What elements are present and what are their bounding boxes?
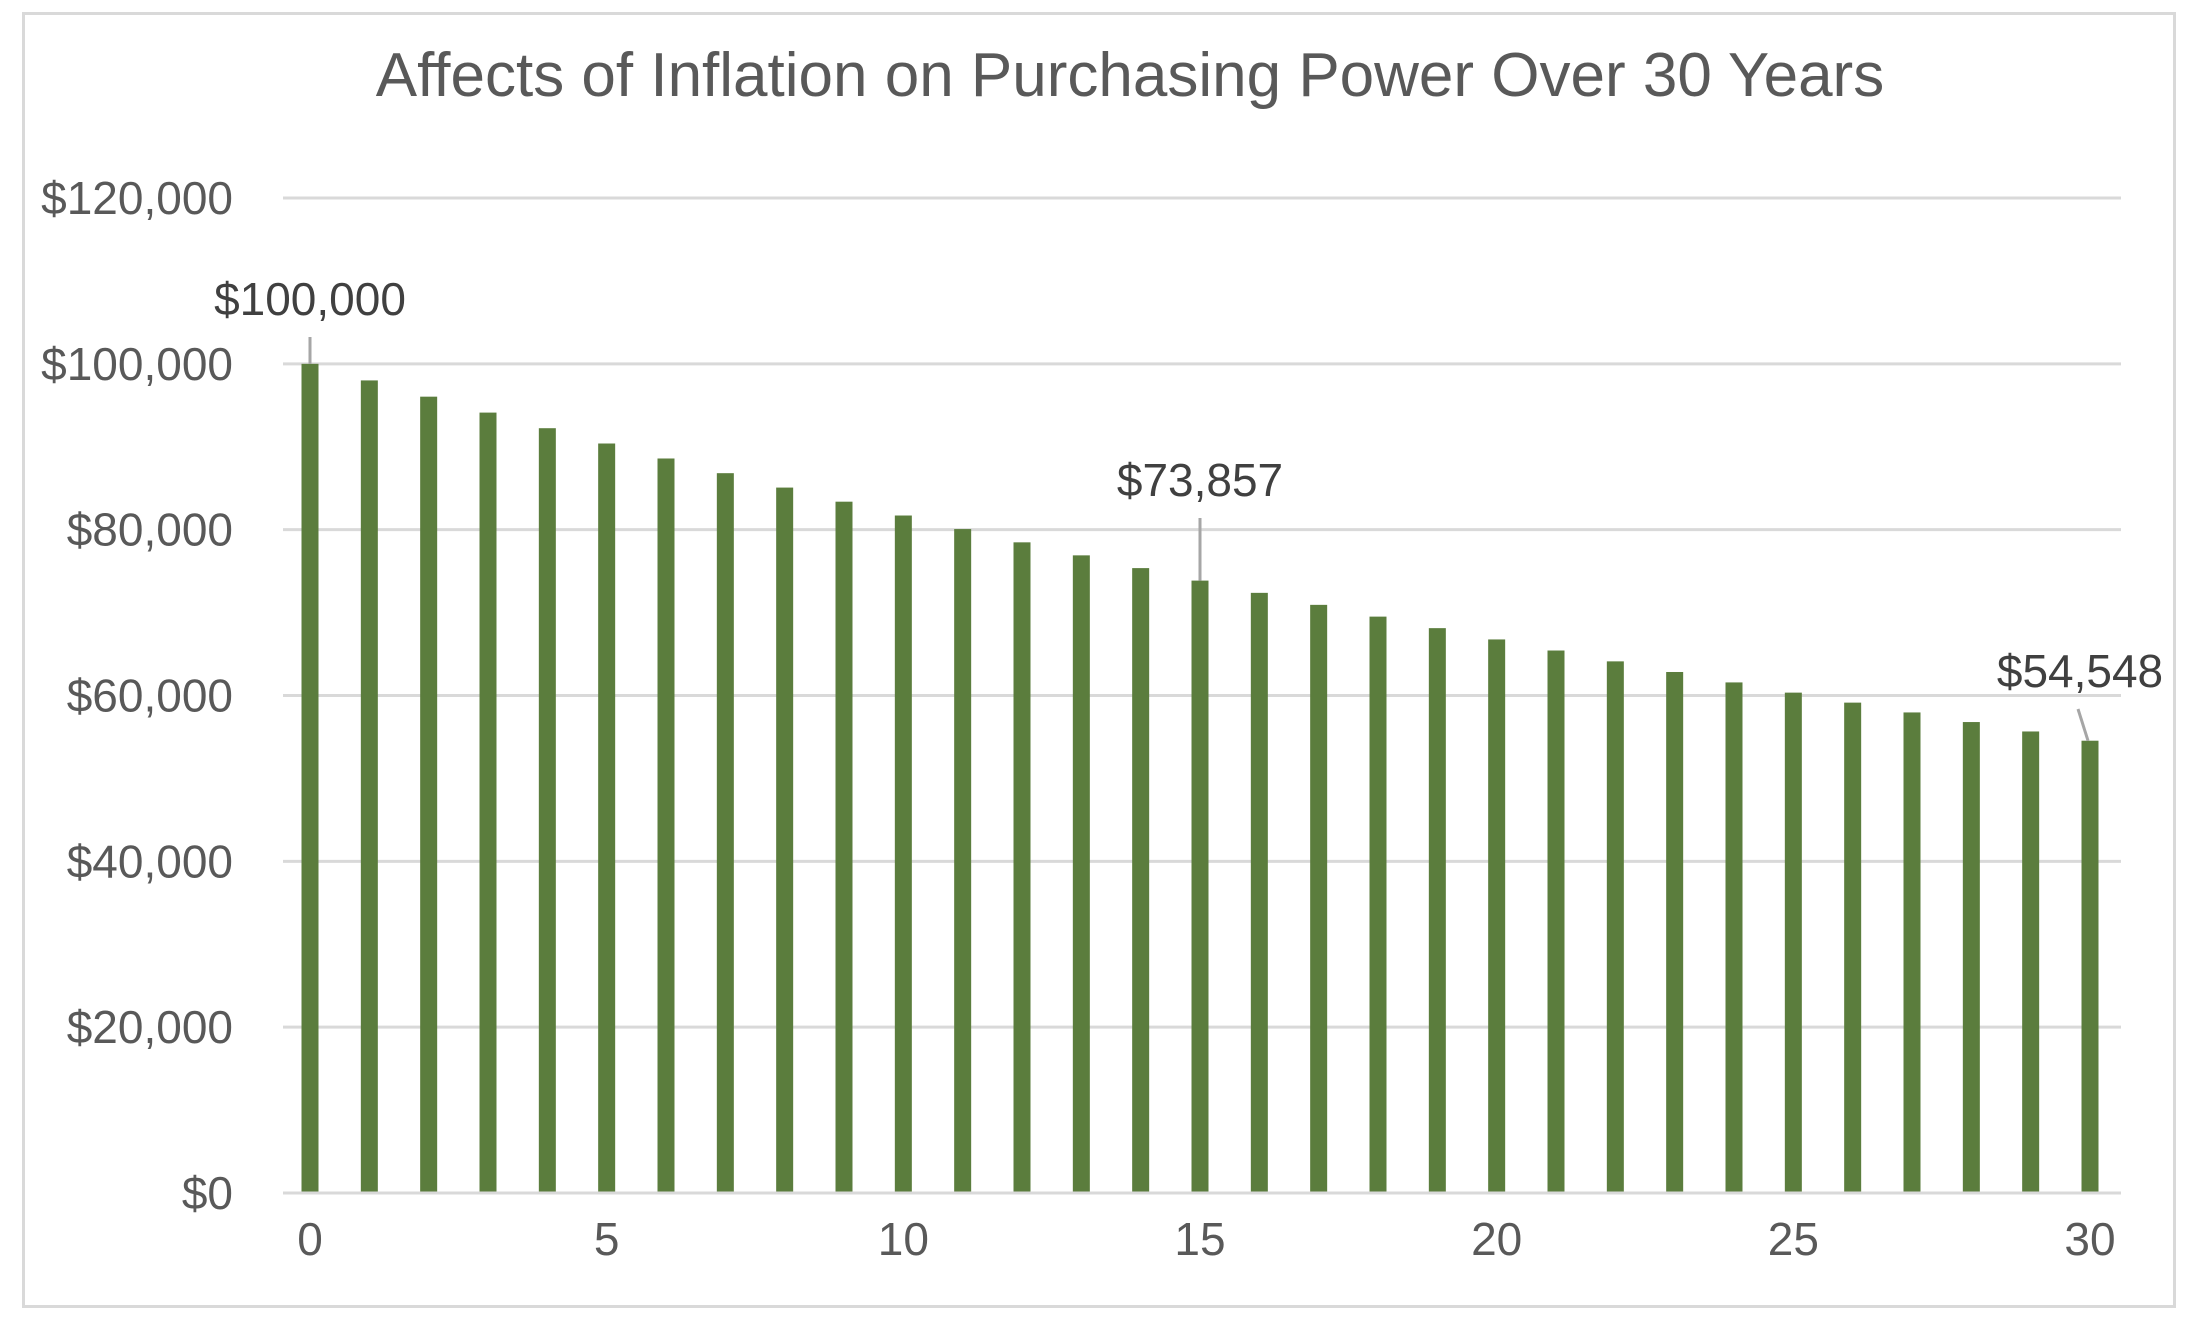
bar (538, 428, 556, 1193)
y-tick-label: $0 (182, 1167, 233, 1219)
bar (1369, 616, 1387, 1193)
x-tick-label: 10 (878, 1213, 929, 1265)
chart-title: Affects of Inflation on Purchasing Power… (376, 41, 1884, 110)
x-tick-label: 20 (1471, 1213, 1522, 1265)
chart-svg: Affects of Inflation on Purchasing Power… (41, 41, 2163, 1265)
bar (1903, 712, 1921, 1193)
bar (2022, 731, 2040, 1193)
bar (1784, 692, 1802, 1193)
bar (1428, 628, 1446, 1193)
bar (1606, 661, 1624, 1193)
bar (420, 396, 438, 1193)
bar (1072, 555, 1090, 1193)
bar (1666, 671, 1684, 1193)
x-tick-label: 15 (1174, 1213, 1225, 1265)
bar (1725, 682, 1743, 1193)
bar (1250, 592, 1268, 1193)
bar (1013, 542, 1031, 1193)
data-label-leader-line (2076, 708, 2090, 742)
x-tick-label: 30 (2064, 1213, 2115, 1265)
y-tick-label: $80,000 (67, 504, 233, 556)
x-tick-label: 25 (1768, 1213, 1819, 1265)
x-tick-label: 5 (594, 1213, 620, 1265)
bar (657, 458, 675, 1194)
y-tick-label: $40,000 (67, 835, 233, 887)
y-tick-label: $60,000 (67, 670, 233, 722)
data-label: $100,000 (214, 273, 406, 325)
bar (301, 363, 319, 1193)
bar (360, 380, 378, 1194)
bar (2081, 740, 2099, 1193)
bar (1191, 580, 1209, 1193)
bars (301, 363, 2099, 1194)
chart-frame: Affects of Inflation on Purchasing Power… (22, 12, 2176, 1308)
bar (954, 529, 972, 1193)
y-tick-label: $120,000 (41, 172, 233, 224)
data-label: $73,857 (1117, 454, 1283, 506)
bar (894, 515, 912, 1193)
bar (479, 412, 497, 1193)
x-axis-tick-labels: 0 5 10 15 20 25 30 (297, 1213, 2115, 1265)
y-tick-label: $20,000 (67, 1001, 233, 1053)
bar (1962, 722, 1980, 1193)
y-tick-label: $100,000 (41, 338, 233, 390)
data-labels: $100,000 $73,857 $54,548 (214, 273, 2163, 742)
bar (1547, 650, 1565, 1193)
bar (598, 443, 616, 1194)
bar (1488, 639, 1506, 1193)
y-axis-tick-labels: $0 $20,000 $40,000 $60,000 $80,000 $100,000 $1… (41, 172, 233, 1219)
x-tick-label: 0 (297, 1213, 323, 1265)
bar (1844, 702, 1862, 1193)
data-label: $54,548 (1997, 645, 2163, 697)
bar (1310, 604, 1328, 1193)
bar (835, 501, 853, 1194)
bar (716, 473, 734, 1193)
bar (776, 487, 794, 1194)
bar (1132, 568, 1150, 1193)
